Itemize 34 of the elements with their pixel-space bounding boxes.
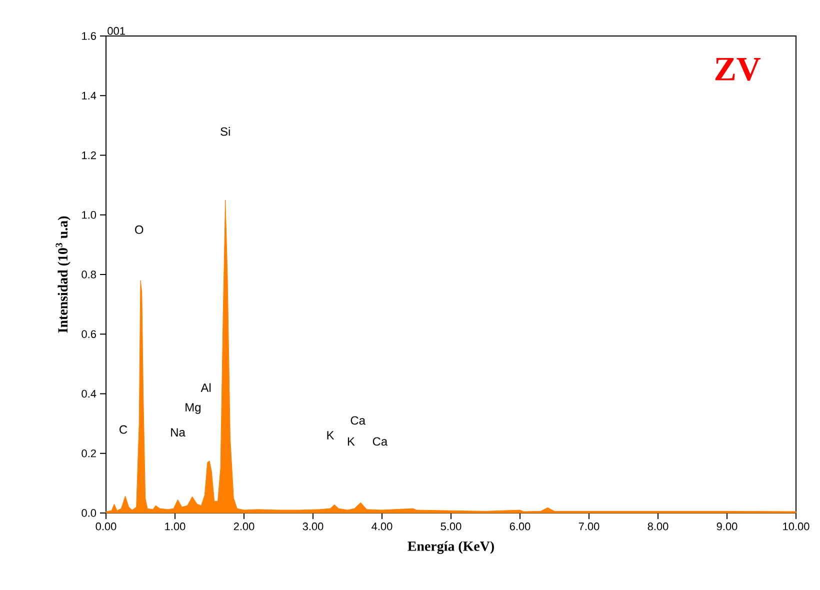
annotation: Ca [350, 416, 366, 425]
y-tick-label: 1.4 [82, 92, 96, 100]
x-tick-label: 9.00 [716, 522, 738, 530]
x-tick-label: 0.00 [96, 522, 116, 530]
x-tick-label: 10.00 [783, 522, 810, 530]
x-tick-label: 7.00 [578, 522, 600, 530]
y-tick-label: 1.6 [82, 32, 96, 40]
annotation: Na [171, 428, 186, 437]
x-tick-label: 2.00 [234, 522, 254, 530]
x-axis-title: Energía (KeV) [408, 541, 494, 554]
annotation: ZV [715, 58, 760, 81]
y-tick-label: 0.4 [82, 390, 96, 398]
annotation: Al [200, 383, 211, 392]
x-tick-label: 3.00 [302, 522, 324, 530]
x-tick-label: 5.00 [440, 522, 462, 530]
x-tick-label: 4.00 [372, 522, 392, 530]
x-tick-label: 1.00 [165, 522, 186, 530]
annotation: K [327, 431, 334, 440]
y-tick-label: 0.0 [82, 509, 96, 517]
annotation: Mg [186, 403, 200, 414]
annotation: O [135, 225, 144, 234]
annotation: Si [220, 127, 230, 136]
annotation: K [348, 437, 355, 446]
y-axis-title: Intensidad (10$^{3}$ u.a) [56, 216, 70, 333]
annotation: C [120, 425, 128, 434]
y-tick-label: 0.8 [82, 270, 96, 278]
y-tick-label: 1.2 [82, 151, 96, 160]
y-tick-label: 0.6 [82, 330, 96, 338]
y-tick-label: 1.0 [82, 211, 96, 219]
y-tick-label: 0.2 [82, 450, 96, 458]
x-tick-label: 6.00 [510, 522, 530, 530]
text: 001 [108, 27, 125, 35]
x-tick-label: 8.00 [648, 522, 668, 530]
annotation: Ca [372, 437, 388, 446]
